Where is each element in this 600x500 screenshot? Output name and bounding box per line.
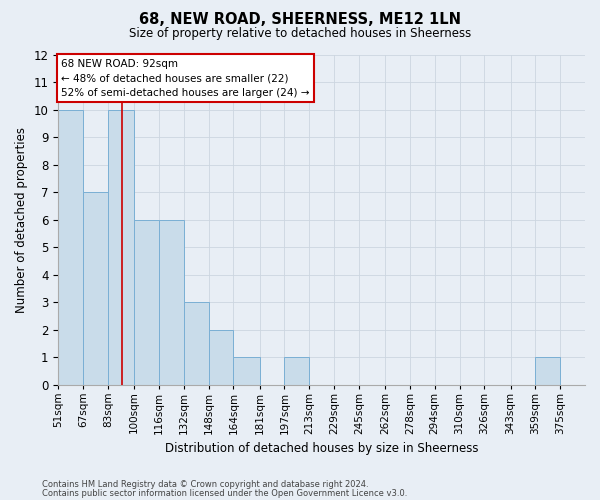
Text: 68, NEW ROAD, SHEERNESS, ME12 1LN: 68, NEW ROAD, SHEERNESS, ME12 1LN [139, 12, 461, 28]
Bar [209, 330, 233, 384]
Bar [233, 357, 260, 384]
Y-axis label: Number of detached properties: Number of detached properties [15, 127, 28, 313]
Text: Contains HM Land Registry data © Crown copyright and database right 2024.: Contains HM Land Registry data © Crown c… [42, 480, 368, 489]
Bar [159, 220, 184, 384]
Bar [535, 357, 560, 384]
Text: 68 NEW ROAD: 92sqm
← 48% of detached houses are smaller (22)
52% of semi-detache: 68 NEW ROAD: 92sqm ← 48% of detached hou… [61, 58, 310, 98]
Bar [58, 110, 83, 384]
Bar [284, 357, 309, 384]
Bar [134, 220, 159, 384]
Bar [108, 110, 134, 384]
X-axis label: Distribution of detached houses by size in Sheerness: Distribution of detached houses by size … [165, 442, 478, 455]
Text: Size of property relative to detached houses in Sheerness: Size of property relative to detached ho… [129, 28, 471, 40]
Text: Contains public sector information licensed under the Open Government Licence v3: Contains public sector information licen… [42, 488, 407, 498]
Bar [83, 192, 108, 384]
Bar [184, 302, 209, 384]
